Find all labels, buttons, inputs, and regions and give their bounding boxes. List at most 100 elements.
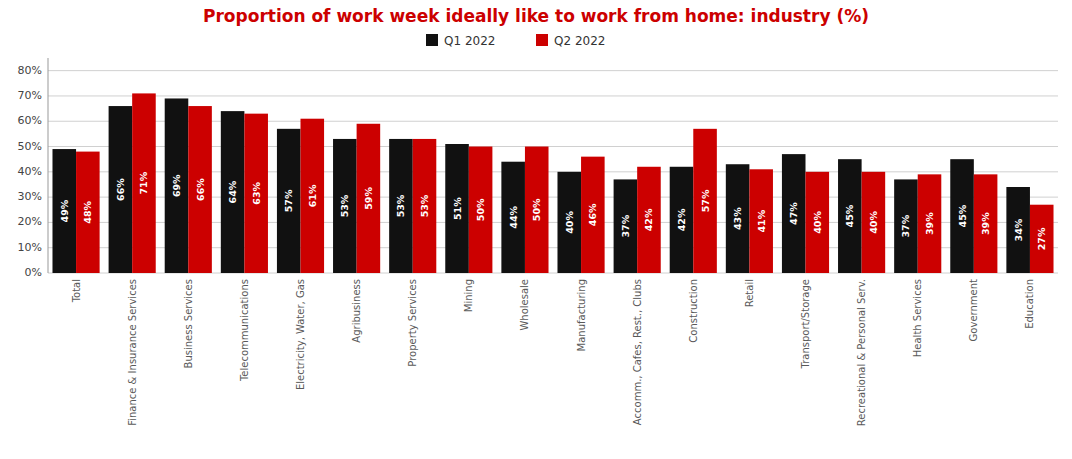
bar bbox=[445, 144, 469, 273]
data-label: 59% bbox=[363, 187, 374, 210]
y-tick-label: 40% bbox=[18, 165, 42, 178]
x-tick-label: Construction bbox=[688, 279, 699, 343]
x-tick-label: Retail bbox=[744, 279, 755, 307]
x-tick-label: Transport/Storage bbox=[800, 279, 811, 369]
data-label: 40% bbox=[868, 211, 879, 234]
legend-label: Q2 2022 bbox=[554, 34, 605, 48]
data-label: 39% bbox=[924, 212, 935, 235]
x-tick-label: Recreational & Personal Serv. bbox=[856, 279, 867, 426]
x-tick-label: Education bbox=[1024, 279, 1035, 329]
data-label: 42% bbox=[643, 208, 654, 231]
bar bbox=[165, 98, 189, 273]
bar bbox=[614, 179, 638, 273]
bar bbox=[894, 179, 918, 273]
bar bbox=[132, 93, 156, 273]
bar bbox=[389, 139, 413, 273]
data-label: 53% bbox=[419, 194, 430, 217]
x-tick-label: Accomm., Cafes, Rest., Clubs bbox=[632, 279, 643, 425]
bar bbox=[782, 154, 806, 273]
legend-label: Q1 2022 bbox=[444, 34, 495, 48]
data-label: 34% bbox=[1013, 218, 1024, 241]
bar bbox=[333, 139, 357, 273]
data-label: 37% bbox=[900, 214, 911, 237]
data-label: 47% bbox=[788, 202, 799, 225]
bar bbox=[469, 147, 493, 273]
y-tick-label: 0% bbox=[25, 266, 42, 279]
bar bbox=[357, 124, 381, 273]
y-tick-label: 30% bbox=[18, 190, 42, 203]
bar bbox=[581, 157, 605, 273]
data-label: 41% bbox=[756, 209, 767, 232]
y-tick-label: 50% bbox=[18, 140, 42, 153]
bar bbox=[525, 147, 549, 273]
bar bbox=[918, 174, 942, 273]
data-label: 63% bbox=[251, 181, 262, 204]
x-tick-label: Manufacturing bbox=[576, 279, 587, 351]
legend: Q1 2022 Q2 2022 bbox=[426, 34, 605, 48]
bar bbox=[806, 172, 830, 273]
bar bbox=[557, 172, 581, 273]
bar bbox=[637, 167, 661, 273]
data-label: 48% bbox=[82, 200, 93, 223]
bar bbox=[1030, 205, 1054, 273]
bar bbox=[244, 114, 268, 273]
y-tick-label: 20% bbox=[18, 215, 42, 228]
data-label: 27% bbox=[1036, 227, 1047, 250]
y-tick-label: 60% bbox=[18, 114, 42, 127]
bar bbox=[693, 129, 717, 273]
data-label: 66% bbox=[115, 178, 126, 201]
data-label: 69% bbox=[171, 174, 182, 197]
x-tick-label: Wholesale bbox=[519, 279, 530, 331]
bar bbox=[670, 167, 694, 273]
data-label: 51% bbox=[452, 197, 463, 220]
bar bbox=[726, 164, 750, 273]
bar bbox=[950, 159, 974, 273]
x-tick-label: Finance & Insurance Services bbox=[127, 279, 138, 426]
y-axis: 0% 10% 20% 30% 40% 50% 60% 70% 80% bbox=[18, 58, 1058, 279]
bar bbox=[749, 169, 773, 273]
data-label: 50% bbox=[531, 198, 542, 221]
legend-swatch bbox=[536, 34, 548, 46]
bar bbox=[76, 152, 100, 273]
y-tick-label: 80% bbox=[18, 64, 42, 77]
bar bbox=[862, 172, 886, 273]
bar bbox=[301, 119, 325, 273]
data-label: 61% bbox=[307, 184, 318, 207]
x-tick-label: Business Services bbox=[183, 279, 194, 368]
data-label: 71% bbox=[138, 171, 149, 194]
bar bbox=[413, 139, 437, 273]
y-tick-label: 10% bbox=[18, 241, 42, 254]
data-label: 37% bbox=[620, 214, 631, 237]
bar bbox=[838, 159, 862, 273]
bar bbox=[221, 111, 245, 273]
data-label: 53% bbox=[339, 194, 350, 217]
data-label: 45% bbox=[957, 204, 968, 227]
data-label: 50% bbox=[475, 198, 486, 221]
bar bbox=[974, 174, 998, 273]
x-tick-label: Health Services bbox=[912, 279, 923, 357]
data-label: 49% bbox=[59, 199, 70, 222]
bar bbox=[1006, 187, 1030, 273]
y-tick-label: 70% bbox=[18, 89, 42, 102]
x-tick-label: Property Services bbox=[407, 279, 418, 367]
data-label: 66% bbox=[195, 178, 206, 201]
x-axis: Total Finance & Insurance Services Busines… bbox=[71, 279, 1036, 426]
data-label: 46% bbox=[587, 203, 598, 226]
bar bbox=[109, 106, 133, 273]
y-axis-line bbox=[48, 58, 49, 273]
grid-line bbox=[48, 70, 1058, 71]
title: Proportion of work week ideally like to … bbox=[203, 6, 869, 26]
x-tick-label: Total bbox=[71, 279, 82, 303]
data-label: 39% bbox=[980, 212, 991, 235]
bar bbox=[52, 149, 76, 273]
bar bbox=[501, 162, 525, 273]
grid-line bbox=[48, 95, 1058, 96]
bars bbox=[52, 93, 1053, 273]
bar bbox=[277, 129, 301, 273]
data-label: 64% bbox=[227, 180, 238, 203]
data-label: 57% bbox=[700, 189, 711, 212]
data-label: 42% bbox=[676, 208, 687, 231]
data-label: 44% bbox=[508, 206, 519, 229]
legend-swatch bbox=[426, 34, 438, 46]
data-label: 40% bbox=[564, 211, 575, 234]
